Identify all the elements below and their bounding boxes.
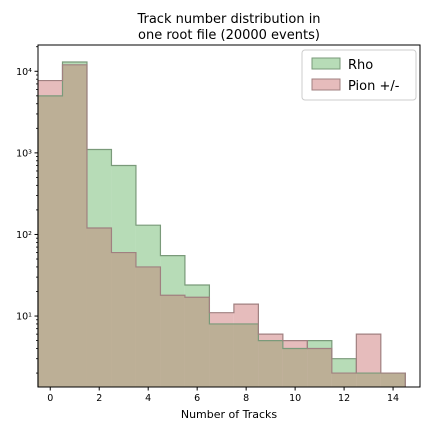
bar-overlap-5 [160,295,185,387]
bar-overlap-10 [282,348,308,387]
bar-overlap-12 [331,373,357,387]
bar-overlap-4 [135,266,161,387]
bar-overlap-11 [307,348,332,387]
step-outline-pion [37,64,406,387]
bar-overlap-0 [38,95,63,387]
bar-overlap-7 [209,323,234,387]
x-tick-label: 12 [338,393,350,404]
legend-swatch-rho [311,57,341,70]
bar-overlap-6 [184,297,210,387]
legend: Rho Pion +/- [301,49,417,101]
y-tick-label: 10⁴ [16,67,32,78]
bar-overlap-9 [258,340,283,387]
bar-overlap-2 [86,228,112,387]
bar-overlap-8 [233,323,259,387]
y-tick-label: 10² [16,230,32,241]
chart-title-line-1: Track number distribution in [136,12,320,27]
x-tick-label: 2 [96,393,102,404]
x-axis-label: Number of Tracks [181,408,278,421]
legend-label-rho: Rho [348,58,373,73]
bars-layer [37,61,406,388]
bar-overlap-3 [111,252,136,387]
x-tick-label: 10 [289,393,301,404]
bar-overlap-14 [380,373,406,387]
chart-title-line-2: one root file (20000 events) [138,28,320,43]
x-tick-label: 14 [387,393,399,404]
y-tick-label: 10¹ [16,312,32,323]
bar-overlap-1 [62,64,87,387]
plot-frame [37,44,421,388]
x-tick-label: 0 [47,393,53,404]
axes-layer: 0 2 4 6 8 10 12 14 10¹ 10² 10³ 10⁴ [16,44,421,404]
y-tick-label: 10³ [16,148,32,159]
legend-label-pion: Pion +/- [348,79,400,94]
legend-swatch-pion [311,78,341,91]
bar-overlap-13 [356,373,381,387]
x-tick-label: 8 [243,393,249,404]
x-tick-label: 4 [145,393,151,404]
x-tick-label: 6 [194,393,200,404]
